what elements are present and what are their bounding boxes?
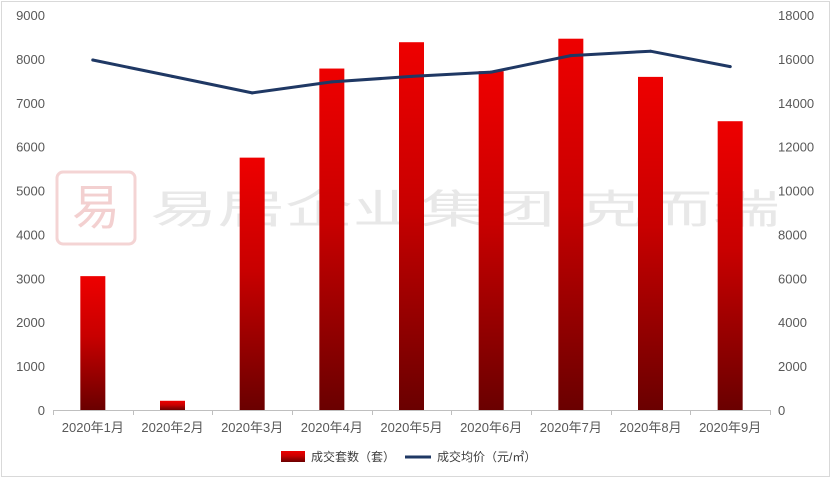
x-tick-label: 2020年1月: [62, 420, 124, 435]
line-point: [250, 91, 254, 95]
right-y-tick-label: 14000: [778, 96, 814, 111]
x-tick-label: 2020年5月: [380, 420, 442, 435]
legend-bar-swatch: [281, 451, 305, 462]
left-y-tick-label: 0: [38, 403, 45, 418]
left-y-tick-label: 3000: [16, 271, 45, 286]
x-tick-label: 2020年2月: [141, 420, 203, 435]
bar: [80, 276, 106, 410]
watermark-logo-box: [55, 170, 137, 246]
legend-line-label: 成交均价（元/㎡）: [437, 449, 536, 464]
line-point: [410, 74, 413, 78]
x-tick-label: 2020年4月: [301, 420, 363, 435]
right-y-tick-label: 6000: [778, 271, 807, 286]
bar: [638, 76, 663, 410]
bar: [558, 38, 584, 410]
left-y-tick-label: 5000: [16, 184, 45, 199]
right-y-tick-label: 8000: [778, 227, 807, 242]
bar: [478, 71, 504, 410]
right-y-axis: 0 2000 4000 6000 8000 10000 12000 14000 16000 180…: [778, 8, 814, 418]
legend: 成交套数（套） 成交均价（元/㎡）: [281, 449, 536, 464]
line-point: [569, 54, 573, 58]
line-point: [728, 65, 732, 69]
line-point: [489, 70, 493, 74]
line-series: [91, 49, 732, 95]
line-point: [330, 80, 334, 84]
x-axis: 2020年1月 2020年2月 2020年3月 2020年4月 2020年5月 2020年…: [53, 410, 771, 435]
bar: [399, 42, 424, 410]
bar: [717, 121, 743, 410]
right-y-tick-label: 18000: [778, 8, 814, 23]
right-y-tick-label: 2000: [778, 359, 807, 374]
left-y-tick-label: 2000: [16, 315, 45, 330]
right-y-tick-label: 4000: [778, 315, 807, 330]
left-y-tick-label: 1000: [16, 359, 45, 374]
left-y-tick-label: 4000: [16, 227, 45, 242]
right-y-tick-label: 12000: [778, 140, 814, 155]
right-y-tick-label: 0: [778, 403, 785, 418]
bar: [319, 68, 345, 411]
left-y-tick-label: 6000: [16, 140, 45, 155]
x-tick-label: 2020年7月: [540, 420, 602, 435]
x-tick-label: 2020年6月: [460, 420, 522, 435]
x-tick-label: 2020年8月: [619, 420, 681, 435]
left-y-tick-label: 9000: [16, 8, 45, 23]
line-point: [91, 58, 95, 62]
right-y-tick-label: 16000: [778, 52, 814, 67]
bar-series: [80, 38, 743, 411]
left-y-tick-label: 7000: [16, 96, 45, 111]
x-tick-label: 2020年9月: [699, 420, 761, 435]
left-y-tick-label: 8000: [16, 52, 45, 67]
watermark-logo-char: 易: [72, 182, 120, 235]
bar: [239, 157, 265, 410]
x-tick-label: 2020年3月: [221, 420, 283, 435]
legend-bar-label: 成交套数（套）: [311, 449, 395, 464]
line-point: [171, 74, 174, 78]
right-y-tick-label: 10000: [778, 184, 814, 199]
left-y-axis: 0 1000 2000 3000 4000 5000 6000 7000 8000 9000: [16, 8, 45, 418]
line-point: [649, 49, 652, 53]
bar: [160, 400, 185, 410]
